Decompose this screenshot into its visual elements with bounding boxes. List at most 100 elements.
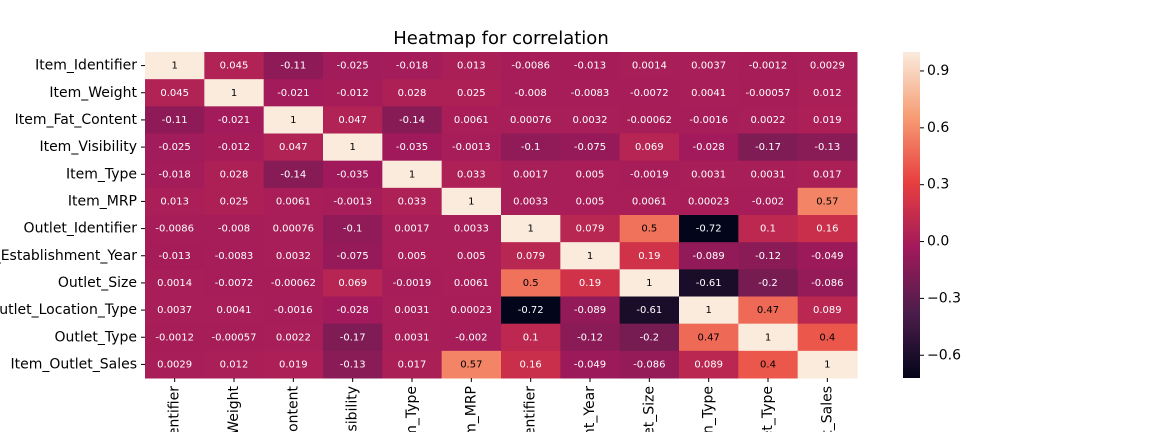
heatmap-cell xyxy=(145,269,205,297)
heatmap-cell xyxy=(382,296,443,325)
heatmap-cell xyxy=(382,350,443,379)
cell-label: 1 xyxy=(824,359,830,370)
heatmap-cell xyxy=(441,269,502,297)
heatmap-cell xyxy=(204,269,265,297)
heatmap-cell xyxy=(441,323,502,352)
cell-label: 0.0041 xyxy=(217,305,252,316)
heatmap-cell xyxy=(679,160,739,189)
cell-label: 1 xyxy=(765,332,771,343)
heatmap-cell xyxy=(263,350,324,379)
heatmap-cell xyxy=(441,350,502,379)
heatmap-cell xyxy=(263,215,324,243)
chart-title: Heatmap for correlation xyxy=(393,28,608,49)
cell-label: 0.045 xyxy=(220,61,249,72)
heatmap-cell xyxy=(204,215,265,243)
heatmap-cell xyxy=(145,296,205,325)
cell-label: 0.1 xyxy=(523,332,539,343)
x-tick-label: Item_Fat_Content xyxy=(285,385,301,432)
heatmap-cell xyxy=(738,52,799,80)
cell-label: -0.2 xyxy=(640,332,660,343)
cell-label: 0.16 xyxy=(816,224,838,235)
cell-label: -0.008 xyxy=(218,224,250,235)
cell-label: 0.0061 xyxy=(454,278,489,289)
cell-label: -0.11 xyxy=(280,61,306,72)
heatmap-cell xyxy=(738,133,799,162)
cell-label: 0.16 xyxy=(520,359,542,370)
cell-label: 0.0032 xyxy=(276,251,311,262)
cell-label: -0.075 xyxy=(574,142,606,153)
cell-label: -0.0083 xyxy=(215,251,254,262)
cell-label: 0.005 xyxy=(457,251,486,262)
heatmap-cell xyxy=(797,106,858,134)
cell-label: -0.13 xyxy=(340,359,366,370)
cell-label: -0.075 xyxy=(337,251,369,262)
heatmap-cell xyxy=(323,215,383,243)
heatmap-cell xyxy=(619,269,680,297)
heatmap-cell xyxy=(382,160,443,189)
heatmap-cell xyxy=(560,187,621,216)
heatmap-cell xyxy=(145,350,205,379)
cell-label: -0.021 xyxy=(277,88,309,99)
cell-label: 0.0032 xyxy=(573,115,608,126)
cell-label: -0.0072 xyxy=(630,88,669,99)
cell-label: -0.0086 xyxy=(155,224,194,235)
heatmap-cell xyxy=(738,160,799,189)
heatmap-cell xyxy=(797,187,858,216)
cell-label: 1 xyxy=(231,88,237,99)
heatmap-cell xyxy=(797,269,858,297)
heatmap-cell xyxy=(145,215,205,243)
heatmap-cell xyxy=(797,323,858,352)
cell-label: 0.079 xyxy=(516,251,545,262)
cell-label: -0.17 xyxy=(755,142,781,153)
heatmap-cell xyxy=(204,187,265,216)
heatmap-cell xyxy=(619,296,680,325)
cell-label: 0.0061 xyxy=(454,115,489,126)
cell-label: 0.089 xyxy=(813,305,842,316)
heatmap-cell xyxy=(738,106,799,134)
cell-label: -0.72 xyxy=(696,224,722,235)
y-tick-label: Outlet_Identifier xyxy=(24,221,138,237)
heatmap-cell xyxy=(441,296,502,325)
y-tick-label: Item_MRP xyxy=(68,193,137,209)
cell-label: -0.028 xyxy=(693,142,725,153)
cell-label: 0.0037 xyxy=(157,305,192,316)
y-tick-label: Outlet_Establishment_Year xyxy=(0,248,137,264)
heatmap-cell xyxy=(501,323,561,352)
cell-label: -0.2 xyxy=(758,278,778,289)
heatmap-cell xyxy=(263,133,324,162)
heatmap-cell xyxy=(679,242,739,270)
cell-label: 1 xyxy=(646,278,652,289)
heatmap-cell xyxy=(323,323,383,352)
x-tick-label: Item_Visibility xyxy=(345,386,361,432)
cell-label: -0.013 xyxy=(574,61,606,72)
cell-label: 0.025 xyxy=(220,196,249,207)
colorbar-tick-label: −0.6 xyxy=(927,347,961,363)
heatmap-cell xyxy=(738,242,799,270)
cell-label: -0.72 xyxy=(518,305,544,316)
cell-label: -0.0012 xyxy=(749,61,788,72)
heatmap-cell xyxy=(263,79,324,107)
cell-label: 0.19 xyxy=(638,251,660,262)
heatmap-cell xyxy=(441,160,502,189)
heatmap-cell xyxy=(323,52,383,80)
heatmap-cell xyxy=(797,133,858,162)
cell-label: 0.0041 xyxy=(691,88,726,99)
heatmap-cell xyxy=(619,242,680,270)
y-tick-label: Item_Fat_Content xyxy=(15,112,138,128)
colorbar-tick-label: 0.9 xyxy=(927,63,949,79)
cell-label: 0.0029 xyxy=(810,61,845,72)
cell-label: -0.00057 xyxy=(746,88,791,99)
cell-label: -0.14 xyxy=(280,169,306,180)
cell-label: 0.47 xyxy=(698,332,720,343)
heatmap-cell xyxy=(145,187,205,216)
heatmap-cell xyxy=(738,350,799,379)
cell-label: 0.19 xyxy=(579,278,601,289)
cell-label: 0.0031 xyxy=(395,305,430,316)
y-tick-label: Outlet_Type xyxy=(54,329,137,345)
heatmap-cell xyxy=(679,350,739,379)
x-tick-label: Outlet_Establishment_Year xyxy=(582,386,598,432)
heatmap-cell xyxy=(679,296,739,325)
heatmap-cell xyxy=(560,350,621,379)
colorbar-tick-label: −0.3 xyxy=(927,290,961,306)
